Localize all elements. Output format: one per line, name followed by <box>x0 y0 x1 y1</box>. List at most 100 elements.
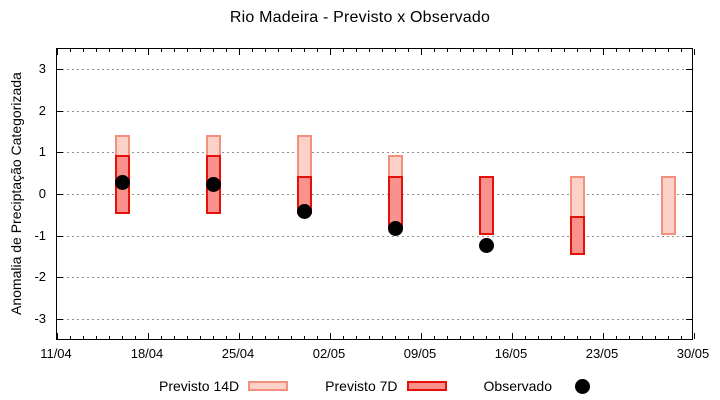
x-axis-tick <box>603 333 604 339</box>
x-axis-tick <box>525 49 526 52</box>
legend-label-previsto-7d: Previsto 7D <box>325 378 398 394</box>
x-axis-tick <box>525 336 526 339</box>
gridline <box>57 235 690 237</box>
x-axis-tick <box>265 49 266 52</box>
observado-point <box>387 220 403 236</box>
x-axis-tick <box>538 336 539 339</box>
x-axis-tick <box>486 49 487 52</box>
x-axis-tick <box>109 336 110 339</box>
x-tick-label: 30/05 <box>676 346 710 361</box>
x-axis-tick <box>343 336 344 339</box>
y-tick-label: 3 <box>38 60 46 76</box>
previsto-14d-bar <box>660 176 676 235</box>
observado-point <box>296 204 312 220</box>
x-axis-tick <box>629 49 630 52</box>
previsto-7d-bar <box>478 176 494 235</box>
x-axis-tick <box>161 49 162 52</box>
x-axis-tick <box>213 49 214 52</box>
x-axis-tick <box>460 49 461 52</box>
y-axis-tick <box>686 68 692 70</box>
x-axis-tick <box>577 336 578 339</box>
x-axis-tick <box>590 49 591 52</box>
y-axis-tick <box>686 235 692 237</box>
x-axis-tick <box>681 49 682 52</box>
x-axis-tick <box>629 336 630 339</box>
plot-area <box>56 48 695 340</box>
x-axis-tick <box>395 49 396 52</box>
x-axis-tick <box>226 49 227 52</box>
x-axis-tick <box>226 336 227 339</box>
y-axis-tick <box>686 152 692 154</box>
x-axis-tick <box>473 336 474 339</box>
x-axis-tick <box>382 336 383 339</box>
x-axis-tick <box>434 336 435 339</box>
x-axis-tick <box>239 333 240 339</box>
x-axis-tick <box>135 336 136 339</box>
x-axis-tick <box>538 49 539 52</box>
y-tick-label: -1 <box>34 227 46 243</box>
x-axis-tick <box>304 336 305 339</box>
x-axis-tick <box>83 49 84 52</box>
x-tick-label: 16/05 <box>494 346 528 361</box>
x-axis-tick <box>187 49 188 52</box>
x-axis-tick <box>356 336 357 339</box>
observado-point <box>478 237 494 253</box>
x-axis-tick <box>551 336 552 339</box>
gridline <box>57 152 690 154</box>
x-axis-tick <box>330 333 331 339</box>
x-axis-tick <box>239 49 240 55</box>
x-axis-tick <box>200 49 201 52</box>
x-axis-tick <box>278 336 279 339</box>
x-axis-tick <box>473 49 474 52</box>
x-axis-tick <box>694 49 695 55</box>
observado-point <box>114 174 130 190</box>
x-axis-tick <box>460 336 461 339</box>
x-axis-tick <box>499 49 500 52</box>
x-axis-tick <box>96 336 97 339</box>
x-axis-tick <box>655 49 656 52</box>
x-axis-tick <box>551 49 552 52</box>
x-axis-tick <box>122 336 123 339</box>
x-tick-label: 18/04 <box>130 346 164 361</box>
y-tick-label: 0 <box>38 186 46 201</box>
previsto-14d-swatch-icon <box>248 381 289 391</box>
x-axis-tick <box>83 336 84 339</box>
x-axis-tick <box>616 336 617 339</box>
y-axis-tick <box>57 68 63 70</box>
x-axis-tick <box>408 49 409 52</box>
legend-item-observado: Observado <box>484 378 590 394</box>
x-axis-tick <box>291 49 292 52</box>
x-axis-tick <box>265 336 266 339</box>
x-axis-tick <box>57 49 58 55</box>
y-axis-tick <box>686 319 692 321</box>
x-axis-tick <box>109 49 110 52</box>
x-axis-tick <box>122 49 123 52</box>
previsto-7d-bar <box>569 215 585 256</box>
y-axis-tick <box>686 110 692 112</box>
previsto-7d-swatch-icon <box>406 381 447 391</box>
x-axis-tick <box>70 49 71 52</box>
x-tick-label: 23/05 <box>585 346 619 361</box>
y-tick-label: 1 <box>38 144 46 160</box>
x-axis-tick <box>369 336 370 339</box>
x-axis-tick <box>317 336 318 339</box>
y-axis-tick <box>57 319 63 321</box>
x-axis-tick <box>317 49 318 52</box>
x-axis-tick <box>577 49 578 52</box>
x-axis-tick <box>642 336 643 339</box>
x-axis-tick <box>70 336 71 339</box>
x-axis-tick <box>447 336 448 339</box>
x-axis-tick <box>174 336 175 339</box>
x-axis-tick <box>291 336 292 339</box>
x-axis-tick <box>421 333 422 339</box>
x-axis-tick <box>330 49 331 55</box>
x-axis-tick <box>694 333 695 339</box>
x-axis-tick <box>148 333 149 339</box>
y-tick-label: -2 <box>34 269 46 285</box>
gridline <box>57 68 690 70</box>
x-axis-tick <box>174 49 175 52</box>
x-axis-tick <box>590 336 591 339</box>
chart-legend: Previsto 14D Previsto 7D Observado <box>56 378 693 394</box>
x-axis-tick <box>512 49 513 55</box>
